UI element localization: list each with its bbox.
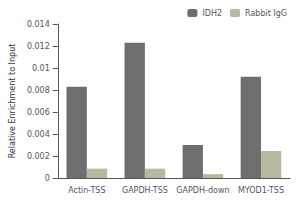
svg-text:GAPDH-down: GAPDH-down	[176, 186, 229, 195]
svg-text:0.008: 0.008	[27, 86, 50, 95]
svg-text:Rabbit IgG: Rabbit IgG	[245, 9, 287, 18]
svg-text:GAPDH-TSS: GAPDH-TSS	[122, 186, 168, 195]
svg-text:Relative Enrichment to Input: Relative Enrichment to Input	[8, 44, 17, 159]
svg-text:0.01: 0.01	[32, 64, 50, 73]
svg-text:0.002: 0.002	[27, 152, 50, 161]
svg-text:0.004: 0.004	[27, 130, 50, 139]
svg-text:0.014: 0.014	[27, 20, 50, 29]
svg-text:0.012: 0.012	[27, 42, 50, 51]
svg-text:0: 0	[45, 174, 50, 183]
svg-text:MYOD1-TSS: MYOD1-TSS	[238, 186, 284, 195]
svg-text:IDH2: IDH2	[202, 9, 222, 18]
svg-text:Actin-TSS: Actin-TSS	[68, 186, 105, 195]
svg-text:0.006: 0.006	[27, 108, 50, 117]
